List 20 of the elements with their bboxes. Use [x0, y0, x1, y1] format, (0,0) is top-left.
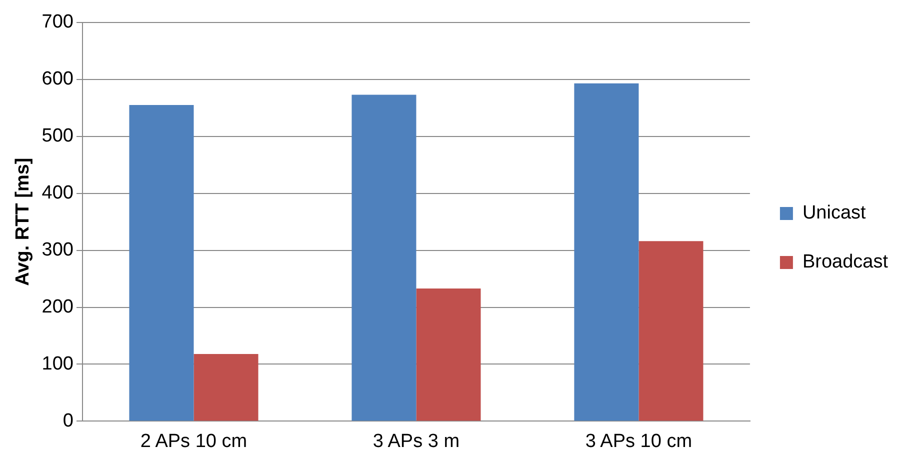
- y-tick-label: 500: [42, 126, 74, 147]
- y-tick-label: 400: [42, 182, 74, 204]
- bar: [129, 105, 194, 421]
- bar: [638, 241, 704, 421]
- y-tick-label: 300: [42, 240, 74, 261]
- y-tick-label: 0: [62, 410, 74, 432]
- bar: [574, 83, 639, 421]
- bar: [352, 94, 416, 421]
- y-axis-title: Avg. RTT [ms]: [12, 158, 34, 286]
- y-tick-label: 100: [42, 353, 74, 374]
- y-tick-label: 700: [42, 12, 74, 33]
- x-tick-label: 3 APs 3 m: [372, 430, 460, 452]
- legend-label: Broadcast: [802, 252, 889, 273]
- y-tick-label: 200: [42, 296, 74, 318]
- x-tick-label: 3 APs 10 cm: [585, 430, 692, 452]
- bar: [194, 354, 258, 421]
- legend-label: Unicast: [802, 202, 867, 224]
- bar: [416, 288, 481, 421]
- y-tick-label: 600: [42, 68, 74, 90]
- x-tick-label: 2 APs 10 cm: [140, 430, 248, 452]
